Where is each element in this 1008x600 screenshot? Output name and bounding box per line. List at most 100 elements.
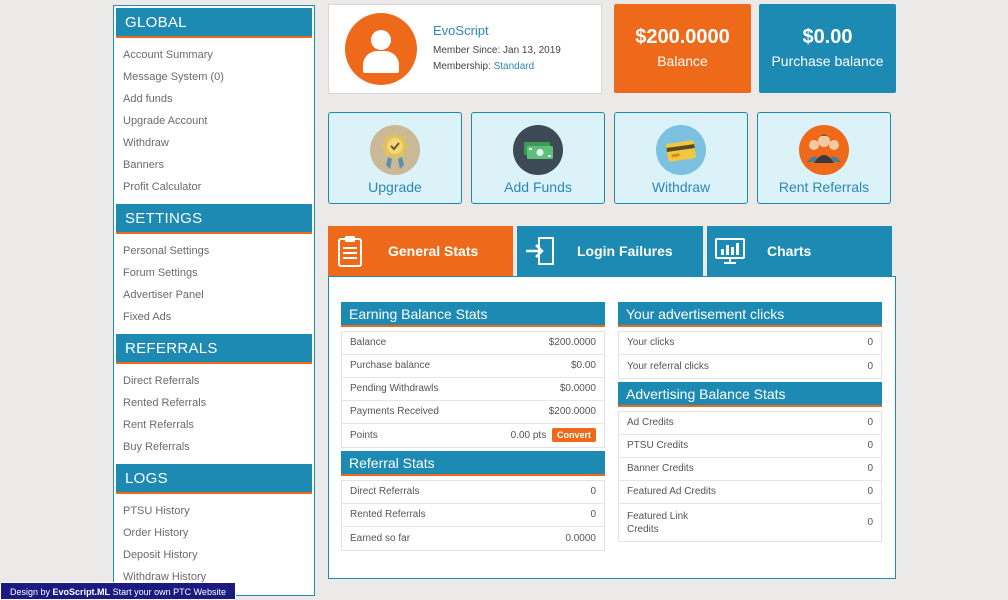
membership-label: Membership: [433, 61, 491, 72]
profile-username[interactable]: EvoScript [433, 23, 489, 38]
sidebar-item-ptsu-history[interactable]: PTSU History [123, 505, 190, 517]
row-value: $200.0000 [548, 406, 596, 417]
sidebar-item-direct-referrals[interactable]: Direct Referrals [123, 375, 200, 387]
footer-brand: EvoScript.ML [52, 587, 111, 597]
row-value: 0 [867, 517, 873, 528]
table-row: Featured Link Credits 0 [619, 504, 881, 541]
design-credit-footer[interactable]: Design by EvoScript.ML Start your own PT… [0, 582, 236, 600]
sidebar-item-rent-referrals[interactable]: Rent Referrals [123, 419, 194, 431]
table-row: Banner Credits 0 [619, 458, 881, 481]
add-funds-tile[interactable]: Add Funds [471, 112, 605, 204]
sidebar-item-account-summary[interactable]: Account Summary [123, 49, 213, 61]
sidebar-item-advertiser-panel[interactable]: Advertiser Panel [123, 289, 204, 301]
table-row: Rented Referrals 0 [342, 504, 604, 527]
login-icon [523, 234, 557, 268]
ad-clicks-title: Your advertisement clicks [618, 302, 882, 327]
tab-general-stats[interactable]: General Stats [328, 226, 513, 276]
rent-referrals-tile-label: Rent Referrals [778, 179, 870, 195]
sidebar-item-withdraw-history[interactable]: Withdraw History [123, 571, 207, 583]
earning-stats-table: Balance $200.0000 Purchase balance $0.00… [341, 331, 605, 448]
row-label: PTSU Credits [627, 440, 689, 451]
table-row: Purchase balance $0.00 [342, 355, 604, 378]
tab-general-stats-label: General Stats [388, 243, 479, 259]
row-label: Your referral clicks [627, 360, 709, 372]
sidebar-item-withdraw[interactable]: Withdraw [123, 137, 169, 149]
row-value: $200.0000 [548, 337, 596, 348]
sidebar-section-settings-title: SETTINGS [116, 204, 312, 234]
monitor-chart-icon [713, 234, 747, 268]
table-row: Payments Received $200.0000 [342, 401, 604, 424]
row-label: Balance [350, 337, 387, 348]
ad-balance-title: Advertising Balance Stats [618, 382, 882, 407]
row-label: Featured Link Credits [627, 510, 689, 535]
avatar-head-shape [371, 30, 391, 50]
convert-button[interactable]: Convert [551, 428, 596, 442]
footer-prefix: Design by [10, 587, 51, 597]
membership-link[interactable]: Standard [493, 61, 535, 72]
sidebar-item-buy-referrals[interactable]: Buy Referrals [123, 441, 190, 453]
people-icon [799, 125, 849, 175]
balance-box: $200.0000 Balance [614, 4, 751, 93]
balance-amount: $200.0000 [635, 26, 730, 48]
tab-login-failures[interactable]: Login Failures [517, 226, 703, 276]
add-funds-tile-label: Add Funds [504, 179, 572, 195]
sidebar-item-deposit-history[interactable]: Deposit History [123, 549, 198, 561]
ad-balance-table: Ad Credits 0 PTSU Credits 0 Banner Credi… [618, 411, 882, 542]
profile-membership: Membership: Standard [433, 61, 534, 72]
row-value: 0 [867, 360, 873, 372]
table-row: Your referral clicks 0 [619, 355, 881, 378]
ad-clicks-table: Your clicks 0 Your referral clicks 0 [618, 331, 882, 379]
sidebar-item-upgrade-account[interactable]: Upgrade Account [123, 115, 208, 127]
rent-referrals-tile[interactable]: Rent Referrals [757, 112, 891, 204]
tab-login-failures-label: Login Failures [577, 243, 673, 259]
profile-card: EvoScript Member Since: Jan 13, 2019 Mem… [328, 4, 602, 94]
table-row: Balance $200.0000 [342, 332, 604, 355]
profile-member-since: Member Since: Jan 13, 2019 [433, 45, 561, 56]
referral-stats-title: Referral Stats [341, 451, 605, 476]
purchase-balance-box: $0.00 Purchase balance [759, 4, 896, 93]
row-value: 0.00 pts [510, 430, 547, 441]
sidebar-settings-list: Personal Settings Forum Settings Adverti… [114, 234, 314, 332]
tab-charts-label: Charts [767, 243, 812, 259]
sidebar-item-message-system[interactable]: Message System (0) [123, 71, 224, 83]
row-value: $0.0000 [559, 383, 596, 394]
table-row: Your clicks 0 [619, 332, 881, 355]
earning-stats-title: Earning Balance Stats [341, 302, 605, 327]
row-label: Payments Received [350, 406, 439, 417]
table-row: Pending Withdrawls $0.0000 [342, 378, 604, 401]
row-label: Ad Credits [627, 417, 674, 428]
row-value: 0 [590, 486, 596, 497]
row-value: 0 [867, 417, 873, 428]
row-label: Points [350, 429, 378, 441]
row-label: Earned so far [350, 532, 411, 544]
table-row: Points 0.00 pts Convert [342, 424, 604, 447]
referral-stats-table: Direct Referrals 0 Rented Referrals 0 Ea… [341, 480, 605, 551]
sidebar-item-fixed-ads[interactable]: Fixed Ads [123, 311, 172, 323]
tab-charts[interactable]: Charts [707, 226, 892, 276]
upgrade-tile[interactable]: Upgrade [328, 112, 462, 204]
sidebar-referrals-list: Direct Referrals Rented Referrals Rent R… [114, 364, 314, 462]
credit-card-icon [656, 125, 706, 175]
sidebar-item-order-history[interactable]: Order History [123, 527, 189, 539]
sidebar-item-personal-settings[interactable]: Personal Settings [123, 245, 210, 257]
table-row: PTSU Credits 0 [619, 435, 881, 458]
row-value: $0.00 [570, 360, 596, 371]
withdraw-tile[interactable]: Withdraw [614, 112, 748, 204]
sidebar-item-rented-referrals[interactable]: Rented Referrals [123, 397, 207, 409]
sidebar-item-add-funds[interactable]: Add funds [123, 93, 173, 105]
row-value: 0 [867, 337, 873, 348]
cash-icon [513, 125, 563, 175]
sidebar: GLOBAL Account Summary Message System (0… [113, 5, 315, 596]
sidebar-section-logs-title: LOGS [116, 464, 312, 494]
award-medal-icon [370, 125, 420, 175]
row-value: 0 [867, 486, 873, 497]
points-value-group: 0.00 pts Convert [511, 424, 596, 447]
row-label: Your clicks [627, 337, 675, 348]
row-label: Purchase balance [350, 360, 431, 371]
row-value: 0.0000 [565, 532, 596, 544]
sidebar-item-banners[interactable]: Banners [123, 159, 164, 171]
table-row: Featured Ad Credits 0 [619, 481, 881, 504]
sidebar-item-forum-settings[interactable]: Forum Settings [123, 267, 198, 279]
sidebar-item-profit-calculator[interactable]: Profit Calculator [123, 181, 202, 193]
member-since-label: Member Since: [433, 45, 501, 56]
